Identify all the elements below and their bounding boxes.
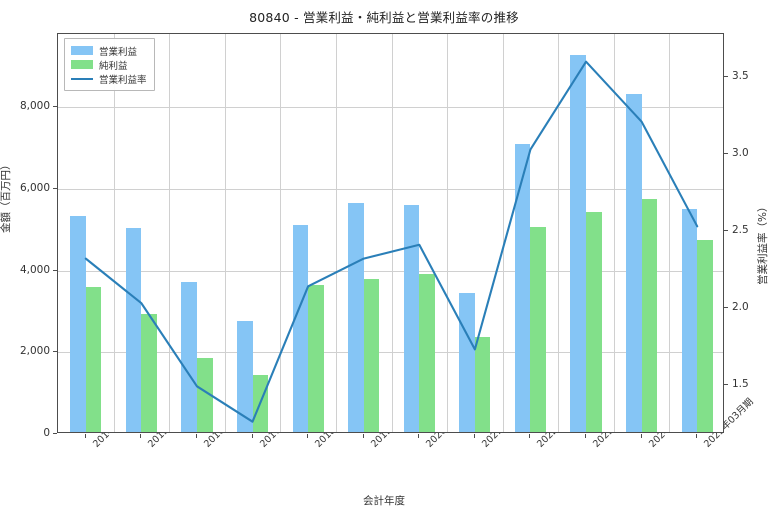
gridline-horizontal: [58, 107, 723, 109]
legend-swatch-operating-profit: [71, 46, 93, 55]
y-axis-right-tick-label: 3.0: [732, 147, 749, 159]
x-axis-tick-mark: [640, 434, 642, 438]
x-axis-tick-label: 2018年03月期: [311, 396, 367, 450]
gridline-vertical: [224, 34, 226, 432]
bar-net-profit: [530, 226, 547, 432]
x-axis-tick-mark: [529, 434, 531, 438]
bar-operating-profit: [570, 54, 587, 432]
bar-operating-profit: [514, 143, 531, 432]
x-axis-tick-mark: [307, 434, 309, 438]
x-axis-tick-mark: [418, 434, 420, 438]
chart-legend: 営業利益 純利益 営業利益率: [64, 38, 155, 91]
x-axis-tick-label: 2016年03月期: [200, 396, 256, 450]
operating-margin-line: [84, 60, 699, 423]
legend-swatch-operating-margin: [71, 77, 93, 80]
y-axis-left-tick-mark: [53, 106, 57, 108]
x-axis-tick-label: 2024年03月期: [645, 396, 701, 450]
x-axis-tick-label: 2025年03月期: [702, 396, 756, 450]
x-axis-tick-label: 2023年03月期: [589, 396, 645, 450]
gridline-vertical: [558, 34, 560, 432]
x-axis-tick-mark: [362, 434, 364, 438]
x-axis-tick-label: 2022年03月期: [533, 396, 590, 450]
bar-net-profit: [196, 357, 213, 432]
x-axis-tick-label: 2019年03月期: [367, 396, 423, 450]
legend-item-net-profit: 純利益: [71, 58, 147, 72]
y-axis-right-tick-label: 1.5: [732, 377, 749, 390]
bar-operating-profit: [681, 208, 698, 432]
gridline-horizontal: [58, 270, 723, 272]
legend-label-net-profit: 純利益: [99, 60, 128, 72]
bar-net-profit: [141, 313, 157, 432]
x-axis-tick-label: 2021年03月期: [478, 396, 534, 450]
x-axis-tick-mark: [585, 434, 587, 438]
y-axis-left-tick-label: 8,000: [19, 100, 50, 113]
bar-operating-profit: [403, 205, 420, 432]
bar-net-profit: [363, 279, 380, 432]
gridline-vertical: [169, 34, 171, 432]
y-axis-right-tick-label: 2.0: [732, 300, 749, 313]
legend-item-operating-margin: 営業利益率: [71, 72, 147, 86]
y-axis-left-tick-mark: [53, 351, 57, 353]
y-axis-left-tick-mark: [53, 269, 57, 271]
x-axis-tick-mark: [84, 434, 86, 438]
bar-operating-profit: [70, 215, 86, 432]
x-axis-tick-mark: [696, 434, 698, 438]
legend-label-operating-margin: 営業利益率: [99, 74, 147, 86]
bar-net-profit: [85, 286, 102, 432]
gridline-horizontal: [58, 352, 723, 354]
bar-operating-profit: [292, 224, 309, 432]
y-axis-left-tick-mark: [53, 433, 57, 434]
y-axis-right-tick-mark: [724, 153, 728, 154]
bar-net-profit: [419, 273, 435, 432]
x-axis-tick-mark: [195, 434, 197, 438]
gridline-vertical: [447, 34, 449, 432]
gridline-vertical: [613, 34, 615, 432]
line-series-group: [84, 60, 699, 423]
bar-net-profit: [697, 240, 713, 432]
bar-operating-profit: [181, 282, 197, 432]
y-axis-right-label: 営業利益率（%）: [757, 201, 768, 285]
bar-net-profit: [641, 198, 658, 432]
legend-swatch-net-profit: [71, 60, 93, 69]
y-axis-right-tick-mark: [724, 76, 728, 78]
y-axis-left-tick-label: 0: [43, 427, 50, 439]
gridline-vertical: [280, 34, 282, 432]
gridline-vertical: [113, 34, 115, 432]
y-axis-left-tick-label: 6,000: [19, 182, 50, 195]
legend-label-operating-profit: 営業利益: [99, 46, 138, 58]
y-axis-left-label: 金額（百万円）: [0, 159, 12, 234]
y-axis-right-tick-label: 2.5: [732, 223, 749, 236]
bar-operating-profit: [125, 227, 142, 432]
x-axis-label: 会計年度: [363, 495, 405, 507]
gridline-vertical: [391, 34, 393, 432]
bar-net-profit: [474, 336, 491, 432]
x-axis-tick-label: 2020年03月期: [422, 396, 478, 450]
bar-net-profit: [308, 285, 324, 432]
y-axis-right-tick-label: 3.5: [732, 70, 749, 83]
y-axis-right-tick-mark: [724, 229, 728, 231]
y-axis-left-tick-mark: [53, 188, 57, 190]
x-axis-tick-label: 2014年03月期: [89, 396, 145, 450]
x-axis-tick-mark: [473, 434, 475, 438]
gridline-horizontal: [58, 189, 723, 191]
x-axis-tick-mark: [251, 434, 253, 438]
y-axis-right-tick-mark: [724, 383, 728, 385]
bar-net-profit: [586, 212, 602, 432]
legend-item-operating-profit: 営業利益: [71, 44, 147, 58]
x-axis-tick-mark: [140, 434, 142, 438]
gridline-vertical: [335, 34, 337, 432]
y-axis-right-tick-mark: [724, 306, 728, 308]
y-axis-left-tick-label: 2,000: [19, 345, 50, 358]
bar-operating-profit: [626, 93, 642, 432]
gridline-vertical: [502, 34, 504, 432]
gridline-vertical: [669, 34, 671, 432]
y-axis-left-tick-label: 4,000: [19, 263, 50, 276]
bar-operating-profit: [236, 320, 253, 432]
plot-area: [57, 33, 724, 433]
x-axis-tick-label: 2015年03月期: [144, 396, 200, 450]
chart-title: 80840 - 営業利益・純利益と営業利益率の推移: [249, 10, 519, 25]
x-axis-tick-label: 2017年03月期: [256, 396, 312, 450]
